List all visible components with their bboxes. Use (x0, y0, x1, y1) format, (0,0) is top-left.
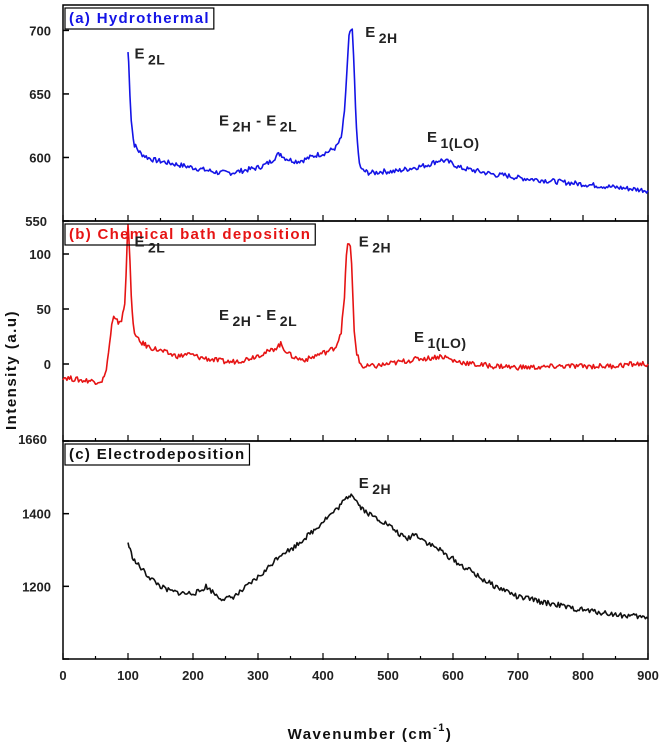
x-tick-label: 900 (637, 668, 659, 683)
peak-label: E 1(LO) (414, 329, 467, 351)
x-tick-label: 100 (117, 668, 139, 683)
panel-title: (a) Hydrothermal (69, 10, 210, 27)
panel-b-bottom-tick-label: 1660 (18, 432, 47, 447)
y-tick-label: 0 (44, 357, 51, 372)
panel-3: 1200 1400 (c) Electrodeposition E 2H (22, 440, 649, 660)
x-tick-label: 500 (377, 668, 399, 683)
panel-frame (62, 440, 649, 660)
peak-label: E 2L (135, 45, 166, 67)
x-axis-title: Wavenumber (cm-1) (288, 722, 453, 743)
y-tick-label: 1400 (22, 507, 51, 522)
panel-title-box (64, 443, 251, 466)
series-line (127, 493, 649, 620)
y-tick-label: 700 (29, 23, 51, 38)
series-line (127, 28, 649, 194)
panel-title-box (64, 223, 316, 246)
panel-title: (b) Chemical bath deposition (69, 226, 311, 243)
peak-label: E 2H - E 2L (219, 307, 297, 329)
x-tick-label: 400 (312, 668, 334, 683)
peak-label: E 2L (135, 233, 166, 255)
panel-title: (c) Electrodeposition (69, 446, 245, 463)
peak-label: E 2H (365, 24, 397, 46)
x-axis: 0 100 200 300 400 500 600 700 800 900 (59, 659, 659, 683)
series-line (62, 223, 649, 385)
x-tick-label: 700 (507, 668, 529, 683)
y-axis-title: Intensity (a.u) (3, 310, 20, 430)
panels: 600 650 700 (a) Hydrothermal E 2L E 2H E 2H - E 2L… (22, 4, 649, 660)
panel-title-box (64, 7, 215, 30)
y-tick-label: 650 (29, 87, 51, 102)
peak-label: E 2H - E 2L (219, 113, 297, 135)
x-tick-label: 0 (59, 668, 66, 683)
x-axis-title-main: Wavenumber (cm (288, 726, 433, 743)
peak-label: E 2H (359, 475, 391, 497)
x-axis-title-sup: -1 (433, 722, 446, 734)
x-tick-label: 600 (442, 668, 464, 683)
peak-label: E 1(LO) (427, 129, 480, 151)
panel-1: 600 650 700 (a) Hydrothermal E 2L E 2H E 2H - E 2L… (29, 4, 649, 222)
x-tick-label: 200 (182, 668, 204, 683)
x-tick-label: 800 (572, 668, 594, 683)
x-tick-label: 300 (247, 668, 269, 683)
peak-label: E 2H (359, 233, 391, 255)
y-tick-label: 100 (29, 247, 51, 262)
panel-a-bottom-tick-label: 550 (25, 214, 47, 229)
y-tick-label: 1200 (22, 579, 51, 594)
y-tick-label: 50 (37, 302, 51, 317)
y-tick-label: 600 (29, 150, 51, 165)
x-axis-title-end: ) (446, 726, 453, 743)
